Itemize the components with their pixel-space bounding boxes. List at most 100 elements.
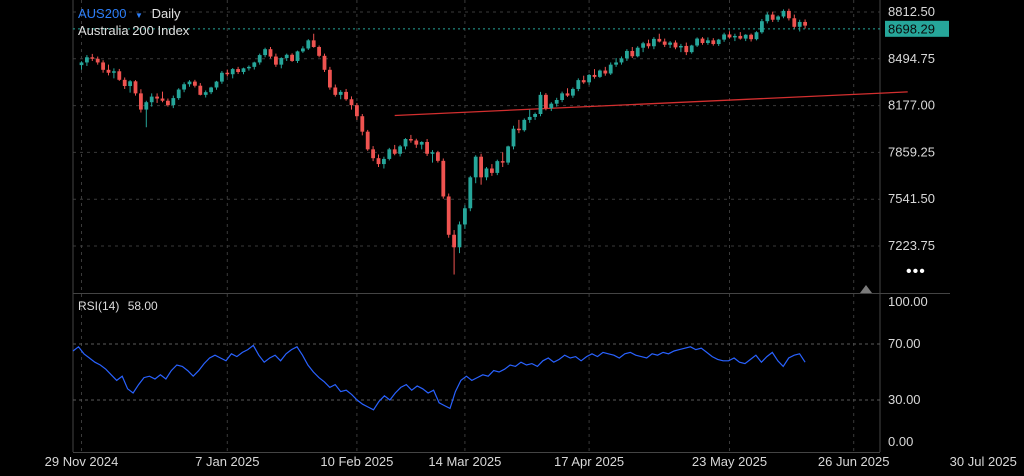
candle-up bbox=[187, 80, 192, 87]
candle-down bbox=[738, 32, 743, 40]
candle-down bbox=[727, 31, 732, 39]
candle-body bbox=[484, 168, 489, 178]
candle-body bbox=[495, 161, 500, 173]
candle-body bbox=[598, 70, 602, 77]
candle-body bbox=[695, 38, 699, 46]
candle-body bbox=[128, 81, 132, 87]
candle-down bbox=[290, 53, 294, 62]
candle-body bbox=[290, 54, 294, 61]
candle-down bbox=[333, 84, 338, 97]
candle-body bbox=[522, 119, 527, 131]
candle-body bbox=[349, 99, 354, 106]
candle-body bbox=[776, 16, 780, 20]
candle-down bbox=[452, 230, 456, 275]
candle-body bbox=[587, 74, 591, 83]
candle-up bbox=[668, 41, 672, 49]
legend-line-1: AUS200 ▼ Daily bbox=[78, 6, 181, 21]
candle-body bbox=[770, 14, 775, 20]
price-tick-label: 7859.25 bbox=[888, 144, 935, 159]
candle-up bbox=[252, 61, 257, 70]
time-tick-label: 30 Jul 2025 bbox=[950, 454, 1017, 469]
candle-up bbox=[608, 62, 613, 75]
symbol-label[interactable]: AUS200 bbox=[78, 6, 126, 21]
candle-body bbox=[668, 42, 672, 45]
candle-body bbox=[230, 69, 235, 75]
candle-body bbox=[738, 35, 743, 39]
candle-body bbox=[90, 57, 95, 59]
candle-body bbox=[414, 140, 419, 145]
candle-body bbox=[419, 141, 424, 145]
candle-up bbox=[398, 144, 402, 157]
time-tick-label: 10 Feb 2025 bbox=[320, 454, 393, 469]
candle-body bbox=[657, 38, 662, 42]
candle-up bbox=[430, 150, 435, 163]
candle-up bbox=[695, 37, 699, 47]
moving-average bbox=[394, 91, 908, 117]
candle-down bbox=[355, 102, 359, 120]
rsi-line bbox=[72, 344, 806, 411]
candle-down bbox=[236, 66, 240, 74]
candle-up bbox=[247, 65, 251, 71]
candle-down bbox=[711, 38, 716, 46]
candle-up bbox=[468, 175, 473, 212]
candle-body bbox=[527, 116, 532, 120]
candle-down bbox=[371, 146, 375, 162]
candle-down bbox=[700, 37, 705, 45]
candle-body bbox=[306, 40, 311, 49]
candle-up bbox=[419, 141, 424, 150]
candle-up bbox=[241, 67, 246, 75]
candle-body bbox=[263, 49, 267, 56]
candle-body bbox=[549, 103, 554, 109]
candle-body bbox=[760, 21, 764, 33]
candle-down bbox=[360, 113, 365, 136]
price-tick-label: 8494.75 bbox=[888, 51, 935, 66]
candle-up bbox=[214, 80, 219, 90]
candle-body bbox=[436, 152, 440, 161]
candle-down bbox=[749, 33, 753, 42]
interval-chevron-down-icon[interactable]: ▼ bbox=[135, 11, 143, 20]
candle-body bbox=[473, 156, 478, 178]
price-tick-label: 8177.00 bbox=[888, 98, 935, 113]
grid bbox=[73, 0, 880, 452]
interval-label[interactable]: Daily bbox=[152, 6, 181, 21]
candle-down bbox=[139, 89, 143, 113]
moving-average-line bbox=[394, 91, 908, 117]
candle-up bbox=[689, 44, 694, 54]
candle-down bbox=[122, 77, 127, 89]
candle-body bbox=[203, 92, 208, 95]
candle-body bbox=[182, 84, 186, 90]
candle-body bbox=[479, 156, 483, 178]
time-tick-label: 7 Jan 2025 bbox=[195, 454, 259, 469]
candle-body bbox=[490, 168, 494, 173]
candle-body bbox=[133, 81, 138, 94]
candle-body bbox=[727, 34, 732, 38]
candle-up bbox=[679, 43, 683, 53]
more-dots-icon[interactable]: ••• bbox=[906, 263, 926, 280]
candle-down bbox=[792, 14, 797, 30]
candle-down bbox=[581, 75, 586, 84]
candle-up bbox=[781, 9, 786, 19]
candle-down bbox=[517, 119, 521, 134]
candle-body bbox=[652, 38, 656, 47]
candle-down bbox=[657, 33, 662, 43]
last-price-tag-text: 8698.29 bbox=[888, 21, 935, 36]
candle-body bbox=[446, 196, 451, 235]
candle-up bbox=[760, 18, 764, 34]
candle-body bbox=[355, 105, 359, 117]
candle-body bbox=[95, 58, 100, 63]
candle-up bbox=[560, 91, 564, 103]
candle-up bbox=[85, 55, 89, 66]
candle-down bbox=[193, 79, 197, 88]
candle-up bbox=[284, 53, 289, 61]
time-tick-label: 14 Mar 2025 bbox=[428, 454, 501, 469]
candle-body bbox=[187, 81, 192, 85]
candle-body bbox=[506, 146, 510, 163]
candle-down bbox=[565, 88, 570, 97]
time-tick-label: 17 Apr 2025 bbox=[554, 454, 624, 469]
candle-body bbox=[328, 69, 332, 88]
candle-body bbox=[706, 40, 710, 44]
candle-down bbox=[317, 45, 321, 58]
candle-down bbox=[133, 80, 138, 96]
